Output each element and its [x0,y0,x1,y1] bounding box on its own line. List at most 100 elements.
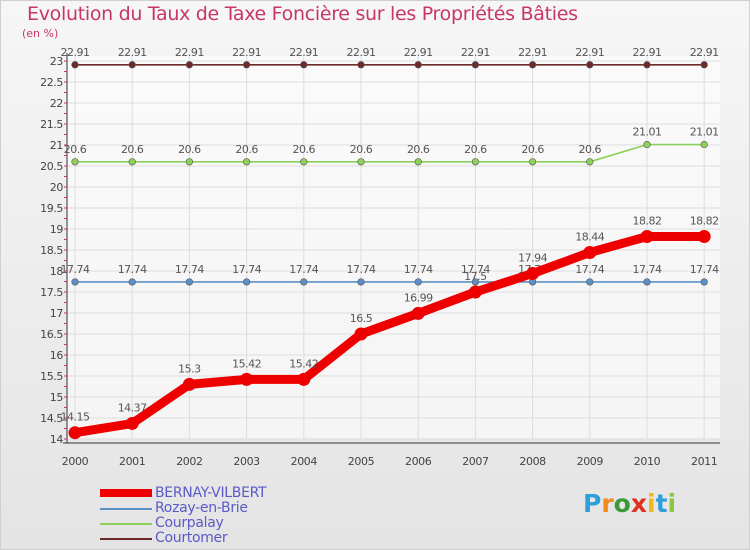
data-point [182,377,196,391]
data-point [700,140,708,149]
logo-letter: o [613,489,631,518]
legend-label: Rozay-en-Brie [155,500,248,516]
data-point [185,158,193,166]
data-label: 16.5 [350,312,373,325]
y-tick-label: 15.5 [40,370,63,383]
x-tick-label: 2008 [519,455,546,468]
legend-label: Courpalay [155,515,224,531]
x-tick-label: 2003 [233,455,260,468]
y-tick-label: 14.5 [40,412,63,425]
data-point [243,158,251,166]
data-label: 22.91 [61,46,90,59]
data-label: 15.42 [289,357,318,370]
data-label: 14.15 [61,411,90,424]
data-label: 22.91 [404,46,433,59]
data-label: 22.91 [461,46,490,59]
data-point [185,61,193,69]
x-tick-label: 2001 [119,455,145,468]
proxiti-logo: Proxiti [583,489,676,518]
data-label: 17.74 [347,263,376,276]
data-point [357,278,365,286]
data-point [357,61,365,69]
data-label: 17.74 [175,263,204,276]
y-tick-label: 19.5 [40,202,63,215]
data-point [125,416,139,430]
data-label: 20.6 [579,143,602,156]
y-tick-label: 15 [50,391,64,404]
data-label: 17.74 [404,263,433,276]
data-point [354,327,368,341]
data-point [297,372,311,386]
data-point [643,278,651,286]
chart-title: Evolution du Taux de Taxe Foncière sur l… [27,3,578,25]
data-point [640,230,654,244]
y-tick-label: 22 [50,97,63,110]
logo-letter: r [601,489,614,518]
legend-swatch [100,508,152,510]
data-point [300,158,308,166]
logo-letter: x [630,489,647,518]
data-label: 21.01 [633,126,662,139]
data-label: 21.01 [690,126,719,139]
y-tick-label: 21.5 [40,118,63,131]
data-point [71,278,79,286]
data-label: 20.6 [293,143,316,156]
data-point [68,426,82,440]
data-point [71,158,79,166]
data-label: 14.37 [118,401,147,414]
x-tick-label: 2006 [405,455,432,468]
data-label: 22.91 [690,46,719,59]
logo-letter: i [667,489,677,518]
y-tick-label: 16 [50,349,64,362]
data-point [71,61,79,69]
data-label: 22.91 [175,46,204,59]
y-tick-label: 22.5 [40,76,63,89]
data-label: 20.6 [521,143,544,156]
logo-letter: i [647,489,656,518]
data-label: 20.6 [350,143,373,156]
data-label: 22.91 [232,46,261,59]
data-point [414,278,422,286]
data-label: 17.74 [289,263,318,276]
data-point [697,230,711,244]
x-tick-label: 2011 [691,455,717,468]
data-point [243,61,251,69]
data-label: 17.74 [232,263,261,276]
data-point [240,372,254,386]
y-tick-label: 18.5 [40,244,63,257]
data-point [300,61,308,69]
data-point [300,278,308,286]
data-label: 20.6 [407,143,430,156]
legend-swatch [100,489,152,497]
data-point [128,61,136,69]
data-point [700,61,708,69]
data-label: 17.74 [690,263,719,276]
data-label: 20.6 [235,143,258,156]
data-point [185,278,193,286]
data-point [128,158,136,166]
y-tick-label: 20 [50,181,64,194]
data-point [643,140,651,149]
legend-swatch [100,538,152,540]
x-tick-label: 2010 [634,455,661,468]
y-tick-label: 17.5 [40,286,63,299]
x-tick-label: 2009 [577,455,604,468]
data-point [471,278,480,286]
data-point [528,61,537,69]
data-point [471,158,480,166]
y-tick-label: 17 [50,307,64,320]
data-label: 22.91 [518,46,547,59]
data-label: 17.74 [118,263,147,276]
data-point [586,61,594,69]
data-label: 17.74 [633,263,662,276]
legend-label: BERNAY-VILBERT [155,485,267,501]
data-point [128,278,136,286]
data-label: 18.44 [575,231,604,244]
data-point [643,61,651,69]
data-label: 17.74 [575,263,604,276]
x-tick-label: 2002 [176,455,202,468]
data-label: 15.42 [232,357,261,370]
data-point [468,285,482,299]
data-label: 20.6 [464,143,487,156]
